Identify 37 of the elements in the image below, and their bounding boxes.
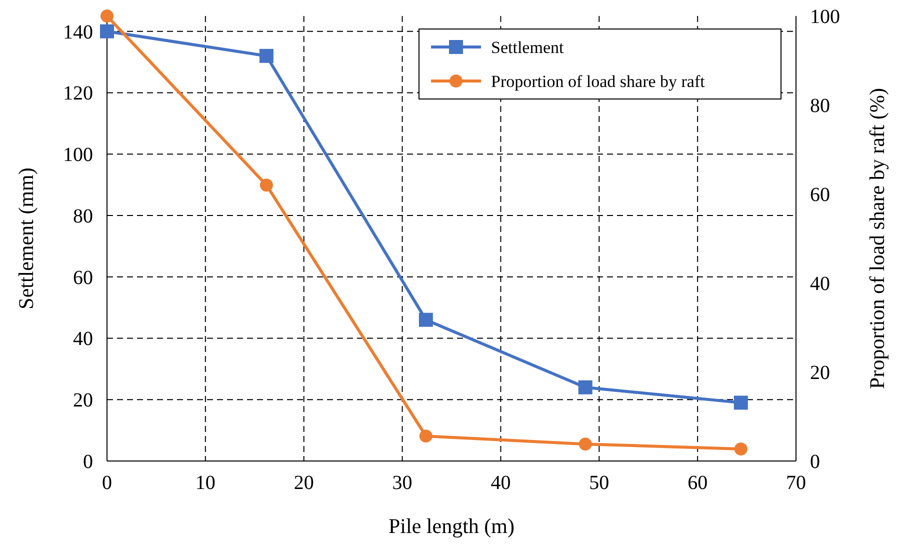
point xyxy=(419,430,432,443)
y2-axis-title: Proportion of load share by raft (%) xyxy=(865,88,889,389)
x-tick-label: 10 xyxy=(195,472,216,494)
x-tick-label: 60 xyxy=(688,472,708,494)
x-axis-title: Pile length (m) xyxy=(388,514,514,538)
x-tick-label: 70 xyxy=(786,472,806,494)
point xyxy=(418,312,433,327)
y2-tick-label: 100 xyxy=(810,6,840,28)
y-tick-label: 80 xyxy=(73,205,93,228)
point xyxy=(259,48,274,63)
point xyxy=(100,10,114,22)
y2-tick-label: 60 xyxy=(810,184,830,206)
x-tick-label: 40 xyxy=(490,472,511,494)
point xyxy=(578,380,592,394)
y2-tick-label: 0 xyxy=(810,451,820,473)
point xyxy=(260,178,273,192)
y2-tick-label: 80 xyxy=(810,95,830,117)
x-tick-label: 0 xyxy=(102,472,112,494)
y-tick-label: 0 xyxy=(83,451,93,473)
y-tick-label: 100 xyxy=(63,144,93,166)
y-tick-label: 40 xyxy=(73,328,93,350)
y-tick-label: 20 xyxy=(73,390,93,412)
y-tick-label: 140 xyxy=(63,21,93,44)
y2-tick-label: 20 xyxy=(810,362,830,384)
point xyxy=(734,442,748,456)
legend-label: Proportion of load share by raft xyxy=(491,72,706,91)
y-tick-label: 60 xyxy=(73,266,93,289)
x-tick-label: 30 xyxy=(392,472,412,494)
y2-tick-label: 40 xyxy=(810,273,830,295)
point xyxy=(578,438,592,451)
point xyxy=(100,24,114,38)
legend-label: Settlement xyxy=(491,38,564,57)
point xyxy=(734,396,748,410)
x-tick-label: 20 xyxy=(294,472,314,494)
x-tick-label: 50 xyxy=(589,472,610,494)
y-axis-title: Settlement (mm) xyxy=(14,168,38,310)
y-tick-label: 120 xyxy=(63,82,93,105)
